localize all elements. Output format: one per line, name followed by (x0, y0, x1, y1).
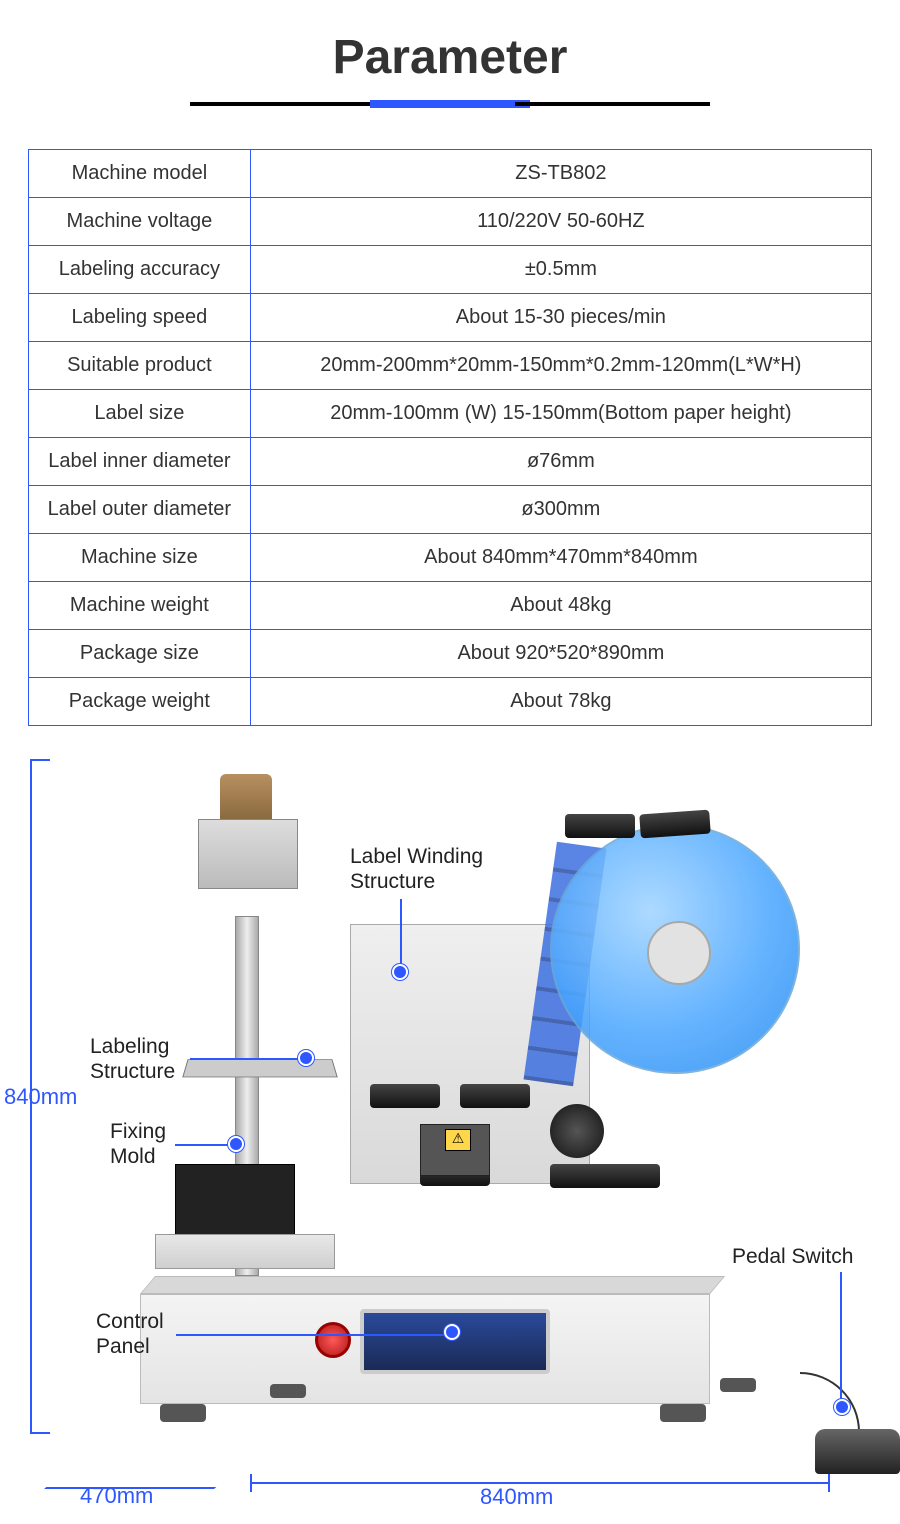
param-value: About 15-30 pieces/min (250, 294, 871, 342)
table-row: Label size20mm-100mm (W) 15-150mm(Bottom… (29, 390, 872, 438)
callout-label-winding: Label WindingStructure (350, 844, 530, 894)
pedal-cable (800, 1372, 860, 1432)
title-divider (190, 99, 710, 109)
param-value: 110/220V 50-60HZ (250, 198, 871, 246)
param-value: About 840mm*470mm*840mm (250, 534, 871, 582)
table-row: Machine weightAbout 48kg (29, 582, 872, 630)
dim-depth-label: 470mm (80, 1483, 153, 1509)
callout-pedal-switch: Pedal Switch (732, 1244, 892, 1269)
table-row: Machine voltage110/220V 50-60HZ (29, 198, 872, 246)
param-value: About 78kg (250, 678, 871, 726)
table-row: Machine sizeAbout 840mm*470mm*840mm (29, 534, 872, 582)
param-value: 20mm-100mm (W) 15-150mm(Bottom paper hei… (250, 390, 871, 438)
machine-diagram: 840mm 470mm 840mm (0, 744, 900, 1514)
param-value: ø300mm (250, 486, 871, 534)
param-name: Machine voltage (29, 198, 251, 246)
table-row: Labeling accuracy±0.5mm (29, 246, 872, 294)
param-name: Suitable product (29, 342, 251, 390)
dim-width-label: 840mm (480, 1484, 553, 1510)
param-value: 20mm-200mm*20mm-150mm*0.2mm-120mm(L*W*H) (250, 342, 871, 390)
param-name: Label size (29, 390, 251, 438)
spec-table: Machine modelZS-TB802Machine voltage110/… (28, 149, 872, 726)
table-row: Package weightAbout 78kg (29, 678, 872, 726)
param-value: ±0.5mm (250, 246, 871, 294)
table-row: Labeling speedAbout 15-30 pieces/min (29, 294, 872, 342)
table-row: Package sizeAbout 920*520*890mm (29, 630, 872, 678)
control-panel-screen (360, 1309, 550, 1374)
estop-button-icon (315, 1322, 351, 1358)
table-row: Label inner diameterø76mm (29, 438, 872, 486)
param-value: About 48kg (250, 582, 871, 630)
param-name: Machine model (29, 150, 251, 198)
table-row: Machine modelZS-TB802 (29, 150, 872, 198)
dim-height-label: 840mm (4, 1084, 77, 1110)
param-name: Machine size (29, 534, 251, 582)
table-row: Label outer diameterø300mm (29, 486, 872, 534)
table-row: Suitable product20mm-200mm*20mm-150mm*0.… (29, 342, 872, 390)
param-name: Machine weight (29, 582, 251, 630)
dim-depth-line (44, 1439, 274, 1489)
param-name: Label outer diameter (29, 486, 251, 534)
title-block: Parameter (0, 0, 900, 119)
pedal-switch-icon (815, 1429, 900, 1474)
param-name: Package size (29, 630, 251, 678)
param-name: Label inner diameter (29, 438, 251, 486)
label-reel-icon (550, 824, 800, 1074)
param-name: Labeling speed (29, 294, 251, 342)
param-value: ø76mm (250, 438, 871, 486)
page-title: Parameter (0, 30, 900, 85)
param-value: About 920*520*890mm (250, 630, 871, 678)
param-name: Labeling accuracy (29, 246, 251, 294)
param-value: ZS-TB802 (250, 150, 871, 198)
param-name: Package weight (29, 678, 251, 726)
